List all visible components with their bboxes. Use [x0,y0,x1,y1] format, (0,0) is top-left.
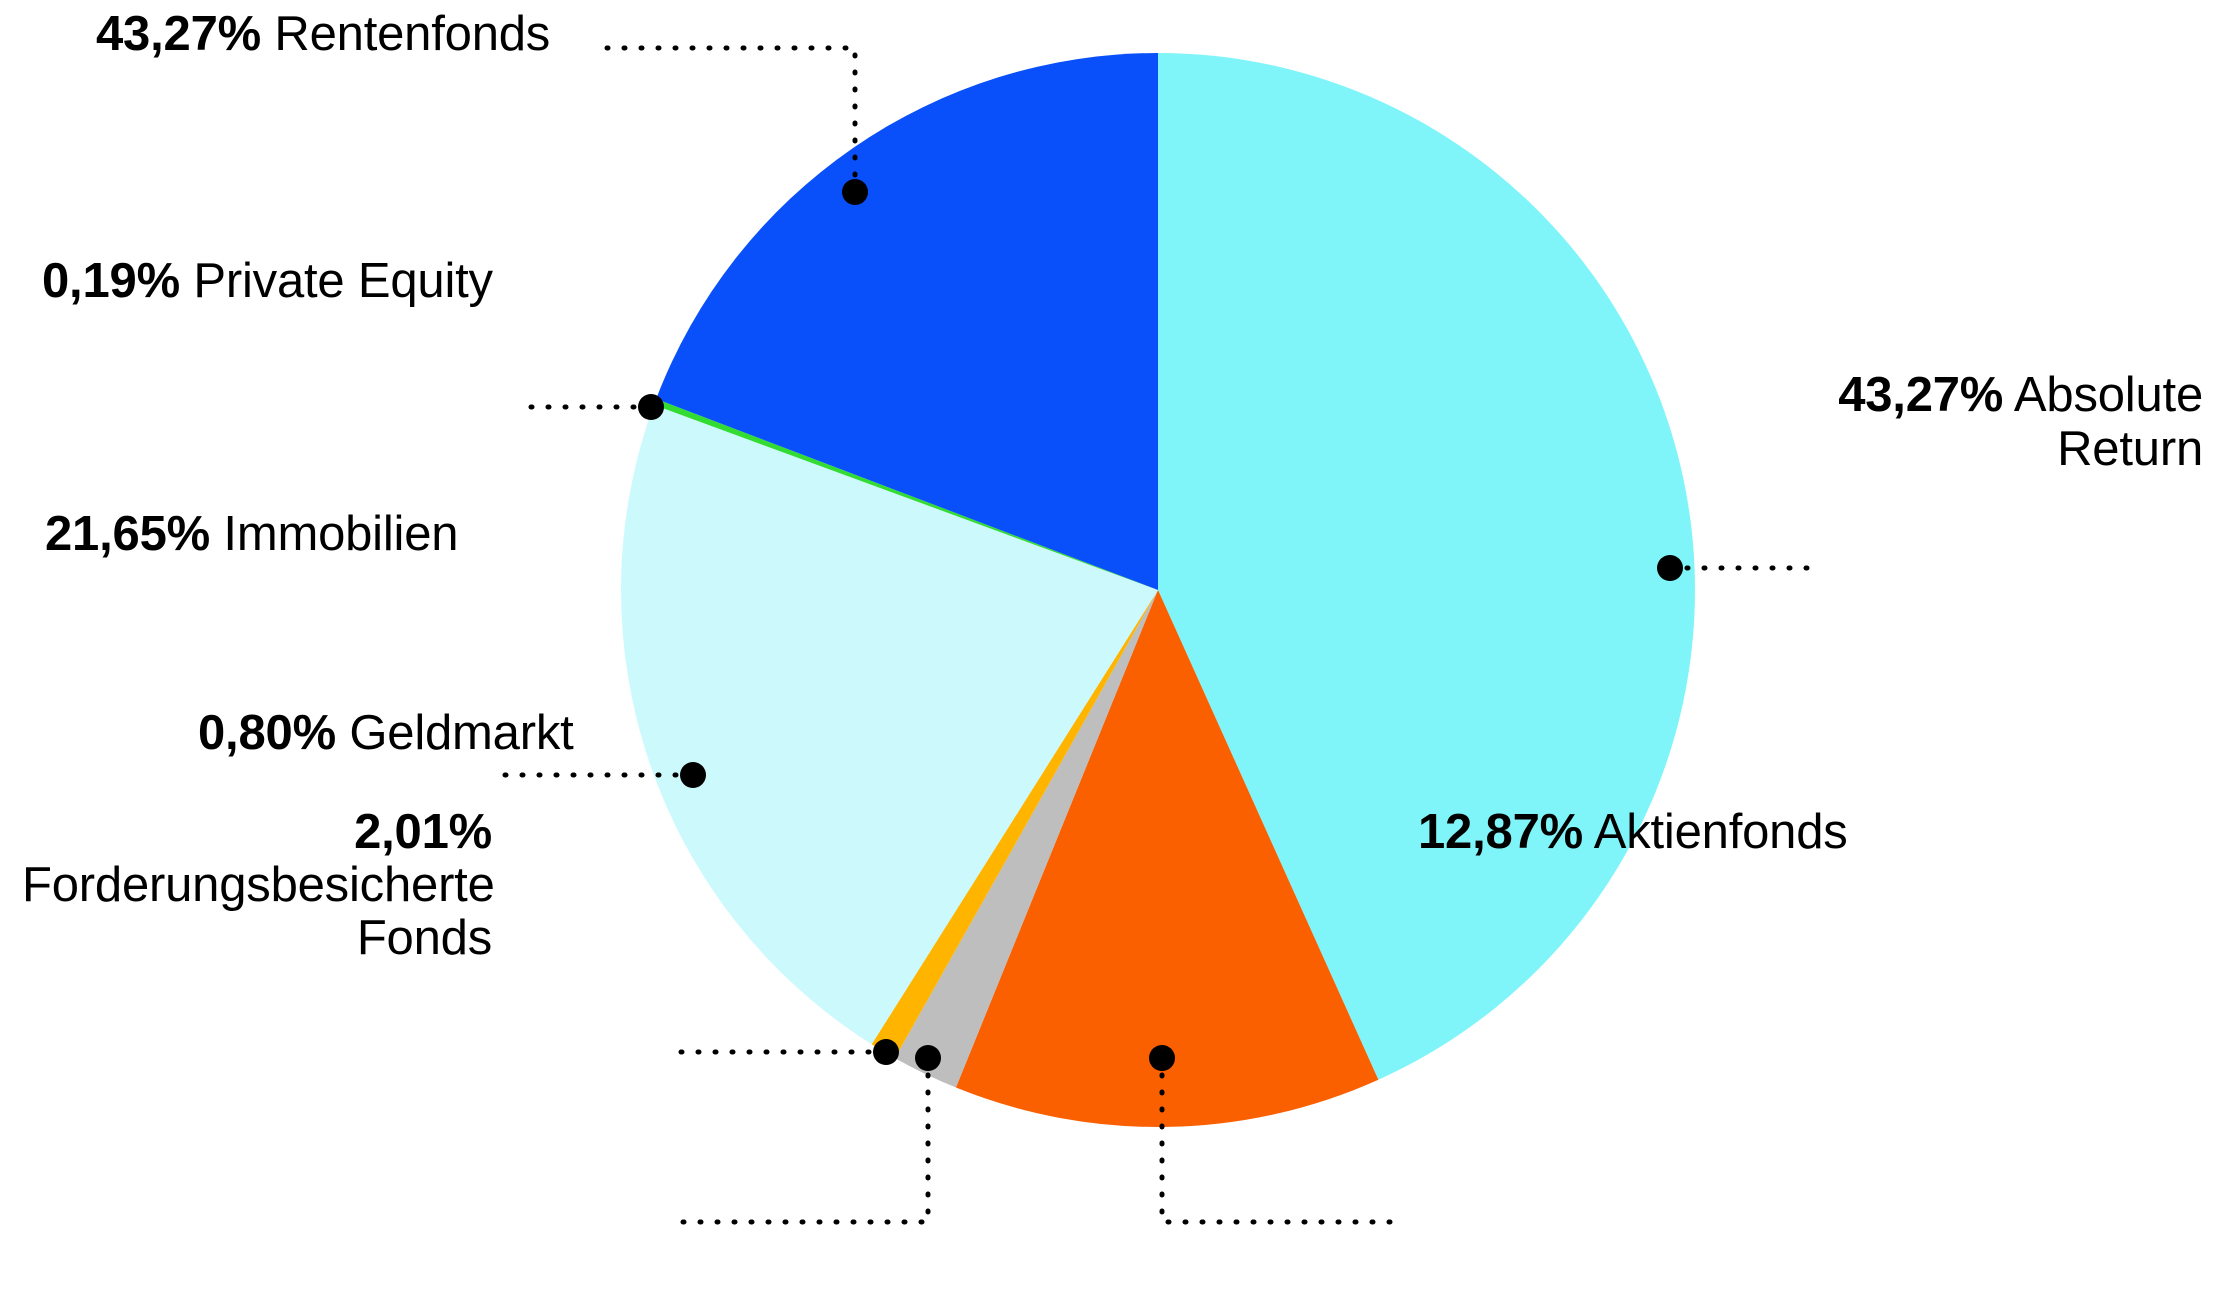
leader-line-rentenfonds [592,45,858,195]
callout-rentenfonds: 43,27% Rentenfonds [96,7,551,62]
pie-slices-group [621,53,1695,1127]
callout-geldmarkt-percent: 0,80% [198,706,336,760]
pie-slice-immobilien[interactable] [621,404,1158,1045]
callout-forderungsbesicherte-fonds-percent: 2,01% [354,805,492,859]
callout-geldmarkt-label: Geldmarkt [349,706,574,760]
callout-geldmarkt: 0,80% Geldmarkt [198,706,574,761]
leader-dot-immobilien [680,762,706,788]
callout-forderungsbesicherte-fonds-label-line2: Fonds [356,910,492,965]
callout-private-equity-label: Private Equity [193,254,493,308]
pie-slice-rentenfonds[interactable] [656,53,1158,590]
pie-slice-forderungsbesicherte-fonds[interactable] [894,590,1158,1088]
pie-slice-absolute-return[interactable] [1158,53,1695,1080]
leader-dot-rentenfonds [842,179,868,205]
leader-line-aktienfonds [1159,1055,1403,1225]
callout-aktienfonds-percent: 12,87% [1418,805,1583,859]
leader-dot-forderungsbesicherte-fonds [915,1045,941,1071]
callout-rentenfonds-label: Rentenfonds [274,7,551,61]
callout-immobilien-percent: 21,65% [45,507,210,561]
leader-dot-private-equity [638,394,664,420]
leader-dot-aktienfonds [1149,1045,1175,1071]
callout-absolute-return: 43,27% Absolute Return [1823,368,2203,477]
leader-lines-group [489,45,1813,1225]
callout-forderungsbesicherte-fonds-label-line1: Forderungsbesicherte [22,857,495,912]
callout-absolute-return-percent: 43,27% [1838,368,2004,422]
callout-aktienfonds-label: Aktienfonds [1593,805,1848,859]
callout-aktienfonds: 12,87% Aktienfonds [1418,805,1848,860]
leader-dot-absolute-return [1657,555,1683,581]
pie-slice-aktienfonds[interactable] [955,590,1379,1127]
callout-absolute-return-label: Absolute Return [2013,368,2203,476]
callout-private-equity: 0,19% Private Equity [42,254,493,309]
callout-immobilien-label: Immobilien [223,507,459,561]
leader-dot-geldmarkt [873,1039,899,1065]
leader-line-forderungsbesicherte-fonds [669,1055,931,1225]
pie-slice-private-equity[interactable] [653,398,1158,590]
leader-dots-group [638,179,1683,1071]
callout-private-equity-percent: 0,19% [42,254,180,308]
callout-forderungsbesicherte-fonds: 2,01% Forderungsbesicherte Fonds [22,805,495,965]
callout-immobilien: 21,65% Immobilien [45,507,459,562]
callout-rentenfonds-percent: 43,27% [96,7,261,61]
pie-slice-geldmarkt[interactable] [871,590,1158,1059]
